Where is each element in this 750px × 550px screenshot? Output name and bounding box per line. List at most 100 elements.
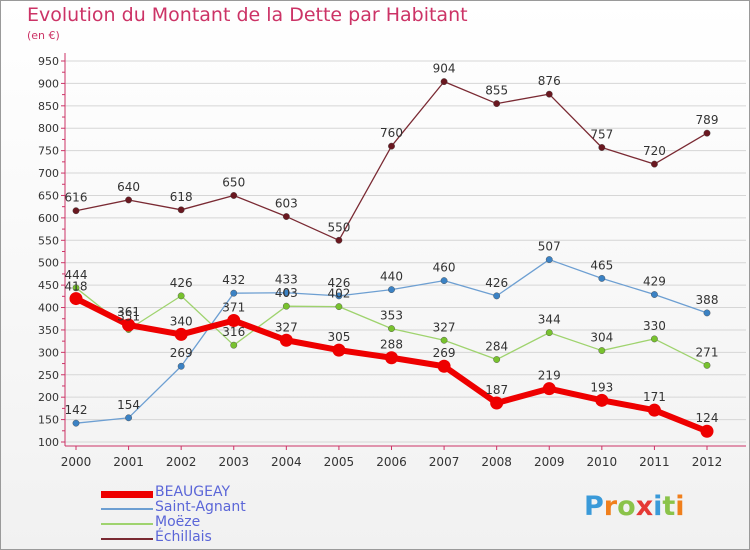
- data-point: [72, 207, 80, 215]
- data-point: [72, 284, 80, 292]
- x-tick-label: 2007: [429, 455, 460, 469]
- x-tick-label: 2012: [692, 455, 723, 469]
- data-label: 426: [327, 276, 350, 290]
- chart-title: Evolution du Montant de la Dette par Hab…: [27, 4, 468, 26]
- y-tick-label: 450: [38, 279, 59, 292]
- legend-swatch-saint-agnant: [101, 508, 153, 510]
- data-point: [230, 192, 238, 199]
- data-point: [493, 292, 501, 300]
- legend-label-saint-agnant: Saint-Agnant: [155, 499, 246, 515]
- data-point: [545, 329, 553, 337]
- legend-item-saint-agnant: Saint-Agnant: [101, 499, 361, 517]
- data-label: 618: [170, 190, 193, 204]
- data-label: 351: [117, 309, 140, 323]
- y-tick-label: 350: [38, 324, 59, 337]
- data-point: [595, 393, 609, 407]
- logo-letter: P: [584, 491, 604, 522]
- legend-item-moeze: Moëze: [101, 514, 361, 532]
- logo-letter: x: [635, 491, 654, 522]
- legend-item-echillais: Échillais: [101, 529, 361, 547]
- data-point: [230, 289, 238, 297]
- data-point: [279, 333, 293, 347]
- data-label: 757: [590, 128, 613, 142]
- data-point: [545, 90, 553, 98]
- data-label: 855: [485, 84, 508, 98]
- y-tick-label: 900: [38, 77, 59, 90]
- legend-label-beaugeay: BEAUGEAY: [155, 484, 231, 500]
- data-point: [651, 160, 658, 168]
- data-point: [703, 309, 711, 317]
- x-tick-label: 2001: [113, 455, 144, 469]
- data-label: 388: [696, 293, 719, 307]
- y-tick-label: 500: [38, 257, 59, 270]
- data-label: 269: [433, 346, 456, 360]
- data-label: 371: [222, 301, 245, 315]
- data-label: 432: [222, 273, 245, 287]
- data-label: 187: [485, 383, 508, 397]
- y-tick-label: 550: [38, 234, 59, 247]
- chart-subtitle: (en €): [27, 29, 60, 42]
- data-label: 507: [538, 240, 561, 254]
- data-point: [385, 351, 398, 365]
- data-label: 171: [643, 390, 666, 404]
- data-point: [177, 206, 185, 214]
- y-tick-label: 100: [38, 436, 59, 449]
- logo-letter: r: [603, 491, 618, 522]
- y-tick-label: 200: [38, 391, 59, 404]
- data-label: 219: [538, 369, 561, 383]
- data-point: [227, 314, 241, 328]
- data-point: [177, 292, 185, 300]
- data-label: 402: [327, 287, 350, 301]
- data-label: 418: [65, 279, 88, 293]
- data-point: [282, 213, 290, 220]
- data-label: 340: [170, 314, 193, 328]
- data-point: [647, 403, 661, 417]
- proxiti-logo: Proxiti: [584, 491, 685, 522]
- data-label: 327: [275, 320, 298, 334]
- y-tick-label: 300: [38, 346, 59, 359]
- data-label: 650: [222, 175, 245, 189]
- data-point: [437, 359, 451, 373]
- data-point: [651, 335, 658, 343]
- y-tick-label: 400: [38, 302, 59, 315]
- x-tick-label: 2010: [587, 455, 618, 469]
- data-point: [651, 291, 658, 298]
- data-label: 316: [222, 325, 245, 339]
- data-label: 426: [485, 276, 508, 290]
- data-point: [282, 289, 290, 297]
- x-tick-label: 2008: [481, 455, 512, 469]
- data-point: [335, 303, 343, 311]
- data-label: 284: [485, 340, 508, 354]
- data-label: 305: [327, 330, 350, 344]
- data-point: [440, 78, 448, 86]
- x-tick-label: 2011: [639, 455, 670, 469]
- data-label: 403: [275, 286, 298, 300]
- data-label: 444: [65, 268, 88, 282]
- data-point: [598, 274, 606, 282]
- data-label: 429: [643, 275, 666, 289]
- x-tick-label: 2003: [218, 455, 249, 469]
- data-label: 433: [275, 273, 298, 287]
- data-label: 904: [433, 62, 456, 76]
- y-tick-label: 150: [38, 414, 59, 427]
- data-label: 760: [380, 126, 403, 140]
- data-point: [440, 277, 448, 285]
- data-label: 603: [275, 197, 298, 211]
- data-label: 142: [65, 403, 88, 417]
- data-point: [703, 361, 711, 369]
- data-label: 288: [380, 338, 403, 352]
- data-label: 616: [65, 191, 88, 205]
- y-tick-label: 650: [38, 189, 59, 202]
- data-point: [332, 343, 346, 357]
- data-point: [493, 356, 501, 363]
- data-label: 460: [433, 261, 456, 275]
- data-label: 876: [538, 74, 561, 88]
- data-point: [69, 292, 83, 306]
- data-point: [388, 325, 395, 332]
- y-tick-label: 700: [38, 167, 59, 180]
- data-point: [122, 318, 136, 332]
- logo-letter: i: [653, 491, 663, 522]
- data-label: 353: [380, 309, 403, 323]
- x-tick-label: 2000: [61, 455, 92, 469]
